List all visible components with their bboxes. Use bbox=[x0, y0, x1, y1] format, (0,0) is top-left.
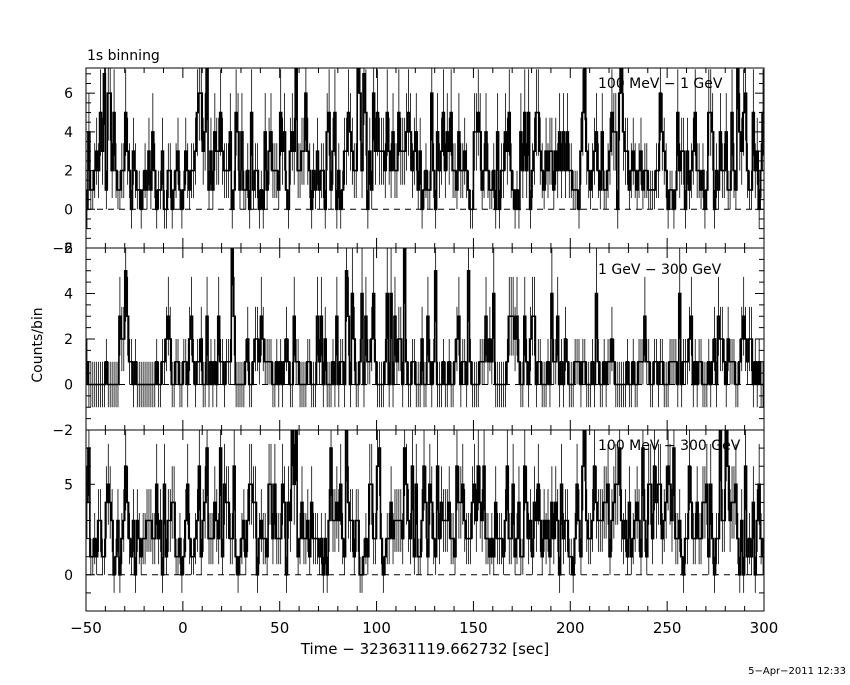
light-curve-panel-2: −2 0 2 4 6 1 GeV − 300 GeV bbox=[52, 241, 765, 439]
x-tick-label: 200 bbox=[556, 619, 585, 637]
y-tick-label: 0 bbox=[64, 378, 73, 394]
y-tick-label: 6 bbox=[64, 86, 73, 102]
light-curve-series bbox=[86, 67, 764, 211]
y-tick-label: 4 bbox=[64, 287, 73, 303]
energy-band-label: 100 MeV − 300 GeV bbox=[598, 438, 741, 454]
x-axis-label: Time − 323631119.662732 [sec] bbox=[300, 640, 550, 658]
y-tick-label: 4 bbox=[64, 125, 73, 141]
y-tick-label: 6 bbox=[64, 241, 73, 257]
x-tick-label: 300 bbox=[750, 619, 779, 637]
energy-band-label: 1 GeV − 300 GeV bbox=[598, 262, 722, 278]
timestamp-label: 5−Apr−2011 12:33 bbox=[748, 666, 846, 677]
light-curve-panel-3: 0 5 100 MeV − 300 GeV bbox=[64, 429, 765, 612]
y-tick-label: −2 bbox=[52, 423, 73, 439]
y-tick-label: 5 bbox=[64, 477, 73, 493]
y-tick-label: −2 bbox=[52, 241, 73, 257]
y-tick-label: 2 bbox=[64, 332, 73, 348]
x-tick-label: 0 bbox=[178, 619, 188, 637]
y-axis-label: Counts/bin bbox=[30, 307, 46, 382]
light-curve-series bbox=[86, 247, 764, 386]
x-tick-label: 250 bbox=[653, 619, 682, 637]
y-tick-label: 0 bbox=[64, 202, 73, 218]
light-curve-series bbox=[86, 429, 764, 576]
y-tick-label: 0 bbox=[64, 568, 73, 584]
chart-title: 1s binning bbox=[87, 48, 160, 64]
x-tick-label: −50 bbox=[70, 619, 102, 637]
x-tick-label: 100 bbox=[362, 619, 391, 637]
y-tick-label: 2 bbox=[64, 164, 73, 180]
x-tick-label: 150 bbox=[459, 619, 488, 637]
x-tick-label: 50 bbox=[270, 619, 289, 637]
